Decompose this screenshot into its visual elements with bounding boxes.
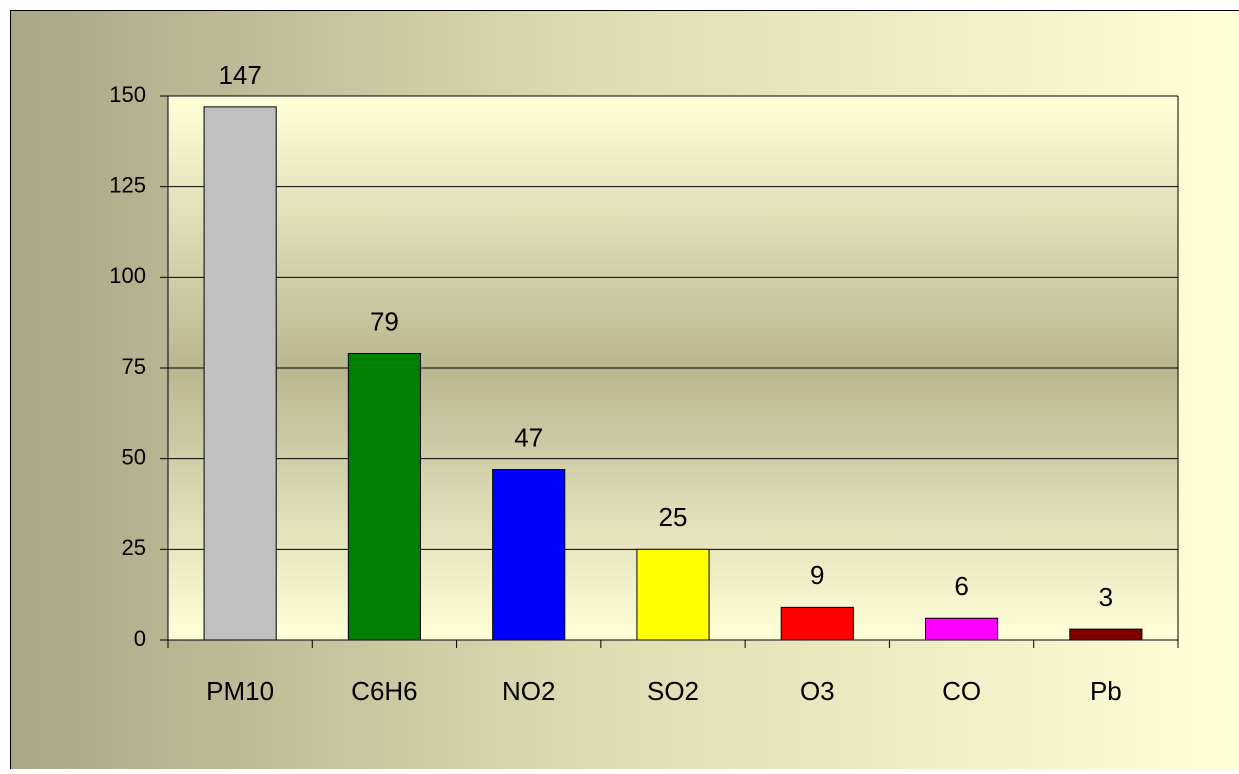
value-label: 47 bbox=[514, 422, 543, 452]
value-label: 9 bbox=[810, 560, 824, 590]
bar bbox=[637, 549, 709, 640]
y-tick-label: 150 bbox=[109, 82, 146, 107]
y-tick-label: 0 bbox=[134, 626, 146, 651]
value-label: 25 bbox=[659, 502, 688, 532]
bar bbox=[204, 107, 276, 640]
bar bbox=[348, 353, 420, 640]
x-tick-label: SO2 bbox=[647, 676, 699, 706]
bar bbox=[781, 607, 853, 640]
y-tick-label: 50 bbox=[122, 444, 146, 469]
bar bbox=[926, 618, 998, 640]
x-tick-label: C6H6 bbox=[351, 676, 417, 706]
bar bbox=[493, 470, 565, 640]
y-tick-label: 100 bbox=[109, 263, 146, 288]
x-tick-label: NO2 bbox=[502, 676, 555, 706]
x-tick-label: Pb bbox=[1090, 676, 1122, 706]
value-label: 6 bbox=[954, 571, 968, 601]
x-tick-label: O3 bbox=[800, 676, 835, 706]
y-tick-label: 25 bbox=[122, 535, 146, 560]
x-tick-label: CO bbox=[942, 676, 981, 706]
value-label: 147 bbox=[218, 60, 261, 90]
y-tick-label: 75 bbox=[122, 354, 146, 379]
bar bbox=[1070, 629, 1142, 640]
x-tick-label: PM10 bbox=[206, 676, 274, 706]
value-label: 3 bbox=[1099, 582, 1113, 612]
value-label: 79 bbox=[370, 306, 399, 336]
y-tick-label: 125 bbox=[109, 172, 146, 197]
